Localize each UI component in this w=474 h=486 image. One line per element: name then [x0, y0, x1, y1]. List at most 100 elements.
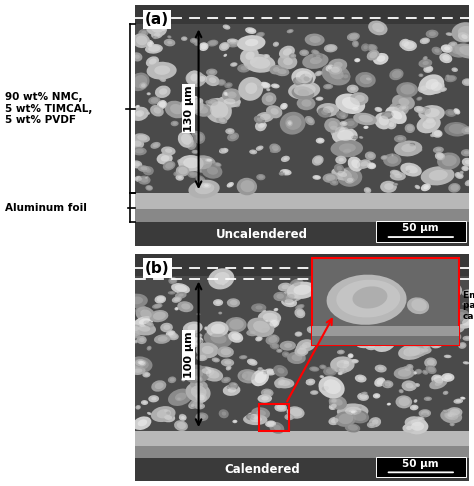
Ellipse shape [161, 155, 169, 161]
Ellipse shape [131, 52, 142, 62]
Ellipse shape [148, 93, 150, 94]
Ellipse shape [182, 364, 210, 383]
Ellipse shape [143, 401, 146, 404]
Ellipse shape [135, 359, 145, 365]
Ellipse shape [342, 97, 360, 109]
Ellipse shape [309, 381, 313, 383]
Ellipse shape [297, 347, 307, 355]
Ellipse shape [195, 183, 214, 194]
Ellipse shape [176, 165, 190, 176]
Ellipse shape [429, 31, 436, 36]
Ellipse shape [132, 147, 147, 156]
Ellipse shape [317, 103, 339, 117]
Ellipse shape [424, 57, 427, 60]
Ellipse shape [188, 172, 194, 175]
Ellipse shape [425, 67, 432, 71]
Ellipse shape [250, 331, 255, 334]
Ellipse shape [408, 365, 412, 368]
Ellipse shape [178, 176, 182, 179]
Ellipse shape [421, 166, 455, 186]
Ellipse shape [201, 44, 207, 49]
Ellipse shape [374, 28, 382, 34]
Ellipse shape [133, 75, 147, 88]
Ellipse shape [210, 346, 219, 351]
Ellipse shape [356, 316, 370, 329]
Ellipse shape [328, 121, 338, 129]
Ellipse shape [318, 139, 323, 142]
Ellipse shape [250, 57, 270, 69]
Ellipse shape [407, 125, 413, 131]
Ellipse shape [257, 122, 267, 129]
Ellipse shape [349, 34, 358, 39]
Ellipse shape [255, 121, 266, 131]
Ellipse shape [217, 96, 241, 108]
Ellipse shape [401, 144, 416, 152]
Ellipse shape [386, 311, 388, 313]
Ellipse shape [356, 59, 359, 62]
Ellipse shape [365, 313, 370, 317]
Ellipse shape [136, 35, 147, 45]
Ellipse shape [153, 143, 159, 147]
Ellipse shape [359, 279, 377, 293]
Ellipse shape [358, 376, 364, 381]
Ellipse shape [296, 70, 312, 83]
Ellipse shape [415, 369, 422, 374]
Ellipse shape [297, 305, 303, 309]
Ellipse shape [289, 53, 296, 58]
Bar [376, 221, 466, 242]
Ellipse shape [137, 336, 147, 344]
Ellipse shape [154, 33, 160, 37]
Ellipse shape [399, 389, 404, 393]
Ellipse shape [273, 308, 278, 312]
Ellipse shape [191, 385, 207, 398]
Ellipse shape [307, 326, 317, 333]
Ellipse shape [303, 76, 310, 81]
Ellipse shape [204, 330, 232, 348]
Ellipse shape [465, 180, 474, 186]
Ellipse shape [390, 170, 401, 177]
Ellipse shape [340, 359, 352, 366]
Ellipse shape [330, 356, 355, 373]
Ellipse shape [182, 37, 186, 40]
Ellipse shape [418, 97, 421, 100]
Ellipse shape [390, 322, 401, 329]
Ellipse shape [154, 107, 161, 114]
Ellipse shape [139, 318, 150, 325]
Ellipse shape [369, 52, 377, 58]
Ellipse shape [396, 82, 418, 98]
Ellipse shape [352, 360, 357, 363]
Ellipse shape [177, 159, 187, 165]
Ellipse shape [191, 98, 203, 106]
Ellipse shape [132, 326, 139, 331]
Ellipse shape [151, 31, 163, 39]
Ellipse shape [221, 149, 227, 152]
Ellipse shape [405, 123, 415, 133]
Ellipse shape [273, 42, 279, 47]
Ellipse shape [301, 70, 316, 81]
Ellipse shape [335, 156, 346, 164]
Ellipse shape [296, 343, 310, 352]
Ellipse shape [302, 342, 311, 348]
Ellipse shape [148, 413, 151, 414]
Ellipse shape [352, 312, 364, 320]
Ellipse shape [225, 317, 246, 332]
Ellipse shape [209, 332, 213, 335]
Ellipse shape [441, 88, 445, 91]
Ellipse shape [449, 124, 466, 134]
Ellipse shape [137, 361, 143, 364]
Ellipse shape [328, 59, 347, 72]
Ellipse shape [326, 280, 332, 285]
Ellipse shape [251, 369, 269, 386]
Ellipse shape [135, 340, 137, 342]
Ellipse shape [322, 386, 329, 391]
Ellipse shape [426, 79, 438, 89]
Ellipse shape [331, 168, 352, 181]
Ellipse shape [329, 179, 338, 186]
Ellipse shape [403, 347, 420, 357]
Bar [135, 193, 469, 222]
Bar [312, 336, 459, 345]
Text: Calendered: Calendered [224, 463, 300, 476]
Ellipse shape [274, 378, 294, 388]
Ellipse shape [314, 334, 319, 337]
Ellipse shape [146, 185, 153, 191]
